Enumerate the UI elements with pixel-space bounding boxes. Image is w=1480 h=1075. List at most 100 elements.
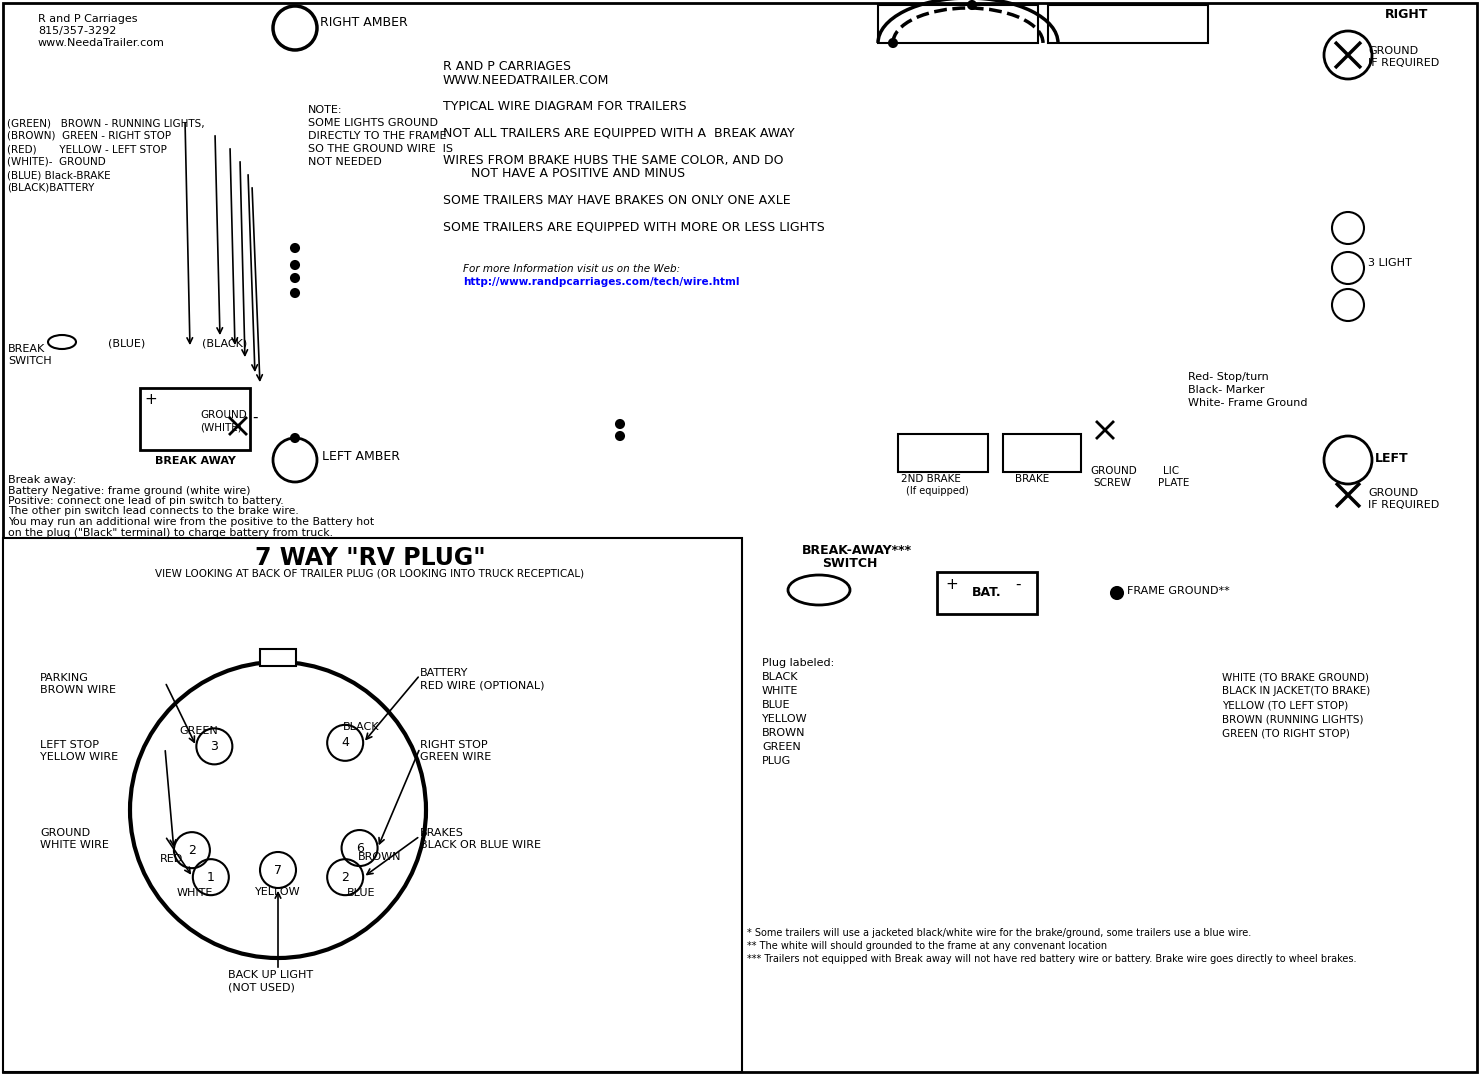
Text: GREEN: GREEN [179,726,218,735]
Text: VIEW LOOKING AT BACK OF TRAILER PLUG (OR LOOKING INTO TRUCK RECEPTICAL): VIEW LOOKING AT BACK OF TRAILER PLUG (OR… [155,568,585,578]
Text: RIGHT AMBER: RIGHT AMBER [320,16,408,29]
Text: NOTE:: NOTE: [308,105,342,115]
Text: BLACK IN JACKET(TO BRAKE): BLACK IN JACKET(TO BRAKE) [1222,686,1370,696]
Text: WHITE WIRE: WHITE WIRE [40,840,110,850]
Text: (BLUE) Black-BRAKE: (BLUE) Black-BRAKE [7,170,111,180]
Text: NOT ALL TRAILERS ARE EQUIPPED WITH A  BREAK AWAY: NOT ALL TRAILERS ARE EQUIPPED WITH A BRE… [443,127,795,140]
Text: 2ND BRAKE: 2ND BRAKE [901,474,961,484]
Text: White- Frame Ground: White- Frame Ground [1188,398,1307,408]
Text: BLUE: BLUE [762,700,790,710]
Text: YELLOW (TO LEFT STOP): YELLOW (TO LEFT STOP) [1222,700,1348,710]
Text: WWW.NEEDATRAILER.COM: WWW.NEEDATRAILER.COM [443,74,610,87]
Text: BREAK-AWAY***: BREAK-AWAY*** [802,544,912,557]
Text: BROWN: BROWN [762,728,805,739]
Text: 7 WAY "RV PLUG": 7 WAY "RV PLUG" [255,546,485,570]
Text: (BLACK): (BLACK) [201,338,247,348]
Text: BROWN WIRE: BROWN WIRE [40,685,115,696]
Circle shape [292,244,299,252]
Ellipse shape [787,575,850,605]
Text: BLACK: BLACK [342,722,379,732]
Text: GROUND: GROUND [1368,46,1418,56]
Text: IF REQUIRED: IF REQUIRED [1368,500,1439,510]
Text: Battery Negative: frame ground (white wire): Battery Negative: frame ground (white wi… [7,486,250,496]
Text: WHITE (TO BRAKE GROUND): WHITE (TO BRAKE GROUND) [1222,672,1369,682]
Text: (WHITE): (WHITE) [200,422,241,432]
Text: For more Information visit us on the Web:: For more Information visit us on the Web… [463,264,681,274]
Text: GROUND: GROUND [40,828,90,838]
Bar [1048,5,1208,43]
Text: Plug labeled:: Plug labeled: [762,658,835,668]
Text: PLUG: PLUG [762,756,792,766]
Text: GROUND: GROUND [1089,465,1137,476]
Text: BLACK OR BLUE WIRE: BLACK OR BLUE WIRE [420,840,542,850]
Text: BREAK: BREAK [7,344,46,354]
Text: (BLUE): (BLUE) [108,338,145,348]
Text: PARKING: PARKING [40,673,89,683]
Text: 6: 6 [355,842,364,855]
Text: LEFT: LEFT [1375,452,1409,465]
Text: ** The white will should grounded to the frame at any convenant location: ** The white will should grounded to the… [747,941,1107,951]
Text: BACK UP LIGHT: BACK UP LIGHT [228,970,314,980]
Bar [878,5,1037,43]
Text: 2: 2 [188,844,195,857]
Text: on the plug ("Black" terminal) to charge battery from truck.: on the plug ("Black" terminal) to charge… [7,528,333,538]
Ellipse shape [47,335,75,349]
Circle shape [889,39,897,47]
Text: BROWN (RUNNING LIGHTS): BROWN (RUNNING LIGHTS) [1222,714,1363,723]
Text: LEFT AMBER: LEFT AMBER [323,450,400,463]
Text: BROWN: BROWN [358,852,401,862]
Text: DIRECTLY TO THE FRAME: DIRECTLY TO THE FRAME [308,131,447,141]
Text: +: + [946,577,958,592]
Text: (RED)       YELLOW - LEFT STOP: (RED) YELLOW - LEFT STOP [7,144,167,154]
Circle shape [292,289,299,297]
Circle shape [616,432,625,440]
Text: SWITCH: SWITCH [7,356,52,366]
Text: * Some trailers will use a jacketed black/white wire for the brake/ground, some : * Some trailers will use a jacketed blac… [747,928,1251,938]
Text: You may run an additional wire from the positive to the Battery hot: You may run an additional wire from the … [7,517,374,527]
Text: RIGHT: RIGHT [1385,8,1428,22]
Text: BLACK: BLACK [762,672,799,682]
Text: 3: 3 [210,740,218,752]
Text: SO THE GROUND WIRE  IS: SO THE GROUND WIRE IS [308,144,453,154]
Text: www.NeedaTrailer.com: www.NeedaTrailer.com [38,38,164,48]
Text: Black- Marker: Black- Marker [1188,385,1264,395]
Text: Break away:: Break away: [7,475,75,485]
Text: 7: 7 [274,863,283,876]
Text: IF REQUIRED: IF REQUIRED [1368,58,1439,68]
Bar [1003,434,1080,472]
Text: SCREW: SCREW [1094,478,1131,488]
Bar [898,434,989,472]
Text: YELLOW: YELLOW [255,887,300,897]
Text: SOME TRAILERS MAY HAVE BRAKES ON ONLY ONE AXLE: SOME TRAILERS MAY HAVE BRAKES ON ONLY ON… [443,194,790,207]
Text: GROUND: GROUND [1368,488,1418,498]
Text: (WHITE)-  GROUND: (WHITE)- GROUND [7,157,105,167]
Text: BATTERY: BATTERY [420,668,468,678]
Text: 3 LIGHT: 3 LIGHT [1368,258,1412,268]
Text: -: - [252,410,258,425]
Text: (NOT USED): (NOT USED) [228,981,295,992]
Text: Red- Stop/turn: Red- Stop/turn [1188,372,1268,382]
Text: BAT.: BAT. [972,587,1002,600]
Text: (BLACK)BATTERY: (BLACK)BATTERY [7,183,95,193]
Text: 4: 4 [342,736,349,749]
Text: The other pin switch lead connects to the brake wire.: The other pin switch lead connects to th… [7,506,299,516]
Text: SOME LIGHTS GROUND: SOME LIGHTS GROUND [308,118,438,128]
Text: BREAK AWAY: BREAK AWAY [155,456,235,465]
Bar [260,649,296,666]
Text: GREEN: GREEN [762,742,801,752]
Text: BRAKES: BRAKES [420,828,463,838]
Circle shape [1111,587,1123,599]
Text: WHITE: WHITE [178,888,213,898]
Text: R AND P CARRIAGES: R AND P CARRIAGES [443,60,571,73]
Text: 815/357-3292: 815/357-3292 [38,26,117,35]
Text: (GREEN)   BROWN - RUNNING LIGHTS,: (GREEN) BROWN - RUNNING LIGHTS, [7,118,204,128]
Text: LEFT STOP: LEFT STOP [40,740,99,750]
Text: RED WIRE (OPTIONAL): RED WIRE (OPTIONAL) [420,680,545,690]
Text: PLATE: PLATE [1157,478,1190,488]
Text: GREEN WIRE: GREEN WIRE [420,752,491,762]
Text: Positive: connect one lead of pin switch to battery.: Positive: connect one lead of pin switch… [7,496,284,506]
Text: 1: 1 [207,871,215,884]
Text: SWITCH: SWITCH [821,557,878,570]
Circle shape [292,434,299,442]
Text: RED: RED [160,855,184,864]
